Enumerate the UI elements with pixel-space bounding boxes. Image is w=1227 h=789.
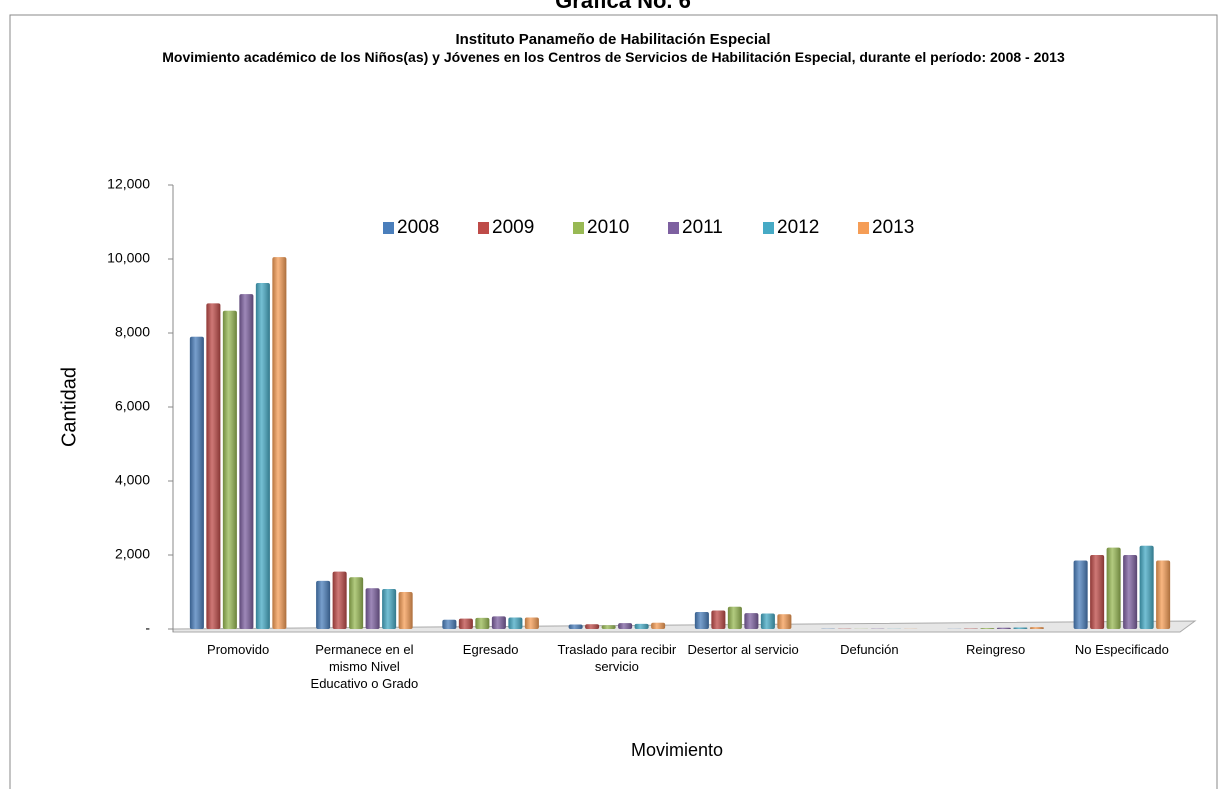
bar-shade bbox=[996, 627, 1011, 629]
y-tick-label: - bbox=[145, 620, 150, 636]
header: Gráfica No. 6 bbox=[555, 0, 691, 13]
legend-label: 2011 bbox=[682, 217, 723, 238]
bar-shade bbox=[777, 614, 792, 629]
legend-label: 2008 bbox=[397, 217, 439, 238]
y-tick-label: 10,000 bbox=[107, 250, 150, 266]
bar-shade bbox=[711, 610, 726, 629]
bar-shade bbox=[1073, 560, 1088, 629]
bar-shade bbox=[618, 623, 633, 629]
bar-shade bbox=[634, 623, 649, 629]
bar-shade bbox=[316, 580, 331, 629]
bar-shade bbox=[222, 310, 237, 629]
bar-shade bbox=[727, 606, 742, 629]
bar-shade bbox=[206, 303, 221, 629]
bar-shade bbox=[239, 294, 254, 629]
bar-shade bbox=[1029, 627, 1044, 629]
x-tick-label: Reingreso bbox=[965, 642, 1026, 657]
legend-swatch bbox=[573, 222, 584, 234]
bar-shade bbox=[508, 617, 523, 629]
x-tick-label: No Especificado bbox=[1074, 642, 1169, 657]
y-axis-title: Cantidad bbox=[58, 367, 80, 447]
bar-shade bbox=[1123, 555, 1138, 629]
bar-shade bbox=[458, 618, 473, 629]
bar-shade bbox=[1156, 560, 1171, 629]
bar-shade bbox=[272, 257, 287, 629]
chart-title: Instituto Panameño de Habilitación Espec… bbox=[455, 31, 770, 48]
bar-shade bbox=[475, 617, 490, 629]
x-tick-label: Desertor al servicio bbox=[687, 642, 799, 657]
bar-shade bbox=[1090, 555, 1105, 629]
bar-shade bbox=[255, 283, 270, 629]
bar-shade bbox=[524, 617, 539, 629]
bar-shade bbox=[189, 336, 204, 629]
bar-shade bbox=[365, 588, 380, 629]
x-axis-title: Movimiento bbox=[631, 740, 723, 760]
y-tick-label: 12,000 bbox=[107, 176, 150, 192]
x-tick-label: Promovido bbox=[207, 642, 270, 657]
bar-shade bbox=[491, 616, 506, 629]
legend-label: 2010 bbox=[587, 217, 629, 238]
chart-subtitle: Movimiento académico de los Niños(as) y … bbox=[162, 49, 1065, 65]
x-tick-label: Traslado para recibir servicio bbox=[557, 642, 677, 674]
legend-swatch bbox=[478, 222, 489, 234]
legend-label: 2009 bbox=[492, 217, 534, 238]
legend-label: 2013 bbox=[872, 217, 914, 238]
bar-shade bbox=[744, 613, 759, 629]
bar-shade bbox=[760, 613, 775, 629]
x-tick-label: Defunción bbox=[840, 642, 899, 657]
y-tick-label: 8,000 bbox=[115, 324, 150, 340]
bar-shade bbox=[651, 622, 666, 629]
bar-shade bbox=[349, 577, 364, 629]
legend-swatch bbox=[668, 222, 679, 234]
y-tick-label: 6,000 bbox=[115, 398, 150, 414]
legend-swatch bbox=[858, 222, 869, 234]
bar-shade bbox=[1106, 547, 1121, 629]
bar-shade bbox=[442, 619, 457, 629]
bar-shade bbox=[398, 592, 413, 629]
x-tick-label: Permanece en el mismo Nivel Educativo o … bbox=[310, 642, 419, 691]
bar-shade bbox=[332, 571, 347, 629]
legend-swatch bbox=[763, 222, 774, 234]
legend-swatch bbox=[383, 222, 394, 234]
bar-shade bbox=[980, 628, 995, 629]
bar-shade bbox=[1139, 545, 1154, 629]
bar-shade bbox=[568, 624, 583, 629]
bar-shade bbox=[601, 625, 616, 629]
x-tick-label: Egresado bbox=[462, 642, 519, 657]
legend-label: 2012 bbox=[777, 217, 819, 238]
y-tick-label: 4,000 bbox=[115, 472, 150, 488]
chart-border bbox=[9, 14, 1218, 789]
bar-shade bbox=[694, 611, 709, 629]
bar-shade bbox=[382, 589, 397, 629]
bar-shade bbox=[1013, 627, 1028, 629]
bar-shade bbox=[585, 624, 600, 629]
y-tick-label: 2,000 bbox=[115, 546, 150, 562]
